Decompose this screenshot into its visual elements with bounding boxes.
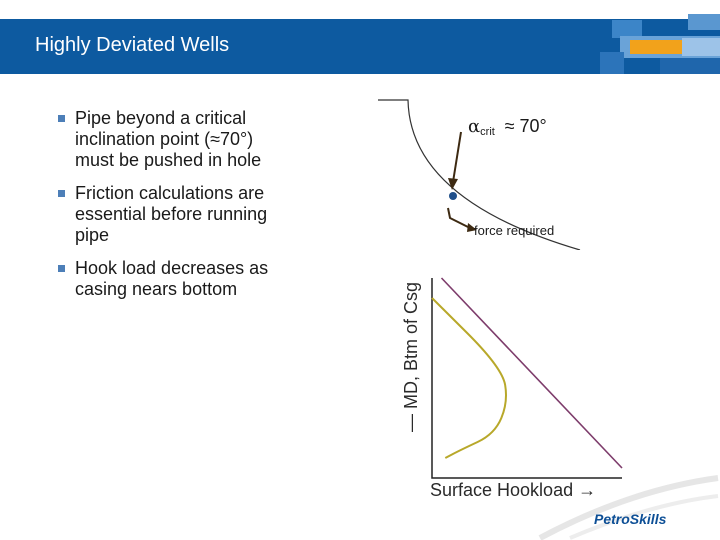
wellbore-curve — [378, 99, 581, 250]
header-decoration — [600, 14, 720, 74]
wellbore-diagram — [378, 99, 581, 250]
arrow-right-icon: → — [578, 480, 597, 500]
alpha-subscript: crit — [480, 126, 495, 138]
arrow-head-icon — [448, 178, 458, 190]
series-line-curve — [431, 297, 507, 459]
petroskills-logo: PetroSkills — [594, 511, 667, 527]
bullet-line: Hook load decreases as — [75, 258, 269, 278]
bullet-line: essential before running — [75, 204, 268, 224]
y-axis-label-wrap: — MD, Btm of Csg — [401, 282, 421, 432]
bullet-marker — [58, 265, 65, 272]
force-required-arrow — [447, 207, 471, 229]
alpha-symbol: α — [468, 116, 481, 137]
bullet-marker — [58, 115, 65, 122]
bullet-line: Pipe beyond a critical — [75, 108, 247, 128]
bullet-line: Friction calculations are — [75, 183, 265, 203]
bullet-list: Pipe beyond a critical inclination point… — [58, 108, 358, 312]
bullet-item: Hook load decreases as casing nears bott… — [58, 258, 358, 300]
bullet-item: Pipe beyond a critical inclination point… — [58, 108, 358, 171]
force-arrow-shaft — [452, 131, 462, 183]
bullet-marker — [58, 190, 65, 197]
force-required-label: force required — [474, 223, 555, 238]
logo-swoosh — [538, 475, 719, 540]
pipe-dot — [449, 192, 457, 200]
series-line-straight — [440, 277, 623, 469]
page-title: Highly Deviated Wells — [35, 34, 230, 56]
y-axis-label: — MD, Btm of Csg — [401, 282, 421, 432]
bullet-line: pipe — [75, 225, 110, 245]
alpha-value: ≈ 70° — [504, 116, 547, 136]
arrow-head-icon — [467, 223, 477, 232]
x-axis-label: Surface Hookload → — [430, 480, 596, 501]
bullet-line: must be pushed in hole — [75, 150, 262, 170]
bullet-line: inclination point (≈70°) — [75, 129, 254, 149]
chart-axes — [431, 278, 622, 479]
x-axis-label-text: Surface Hookload — [430, 480, 574, 500]
bullet-item: Friction calculations are essential befo… — [58, 183, 358, 246]
critical-angle-label: αcrit ≈ 70° — [468, 116, 547, 138]
hookload-chart — [431, 277, 623, 479]
bullet-line: casing nears bottom — [75, 279, 238, 299]
